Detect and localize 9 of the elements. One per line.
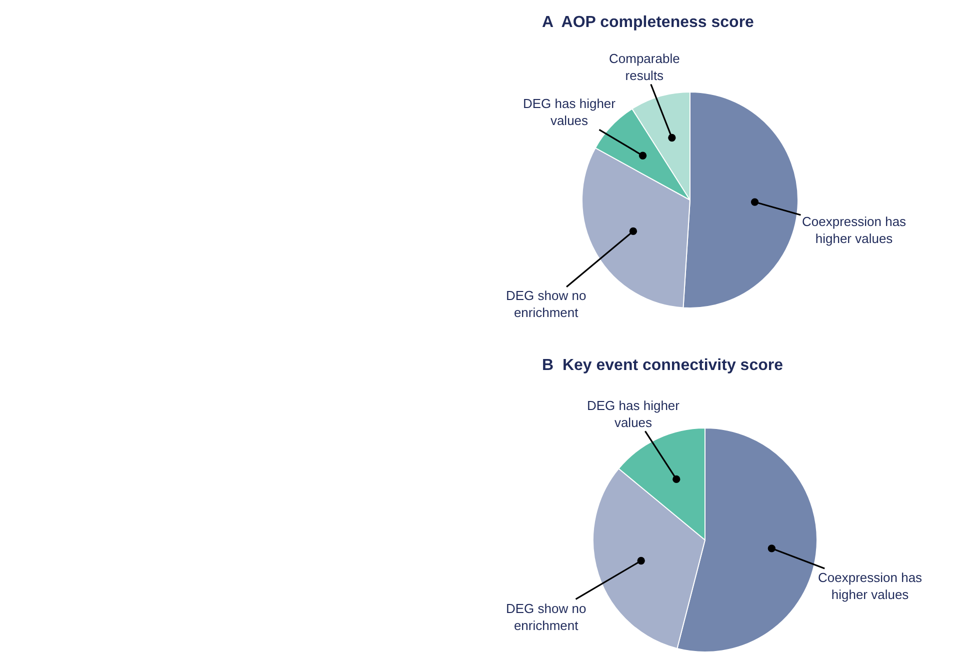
chart-title: A AOP completeness score [542, 14, 754, 31]
chart-title: B Key event connectivity score [542, 357, 784, 374]
slice-label: DEG has higher values [523, 96, 616, 128]
slice-label: DEG has higher values [587, 398, 680, 430]
slice-label: Comparable results [609, 51, 680, 83]
slice-label: DEG show no enrichment [506, 288, 586, 320]
slice-label: DEG show no enrichment [506, 601, 586, 633]
slice-label: Coexpression has higher values [802, 214, 907, 246]
slice-label: Coexpression has higher values [818, 570, 923, 602]
